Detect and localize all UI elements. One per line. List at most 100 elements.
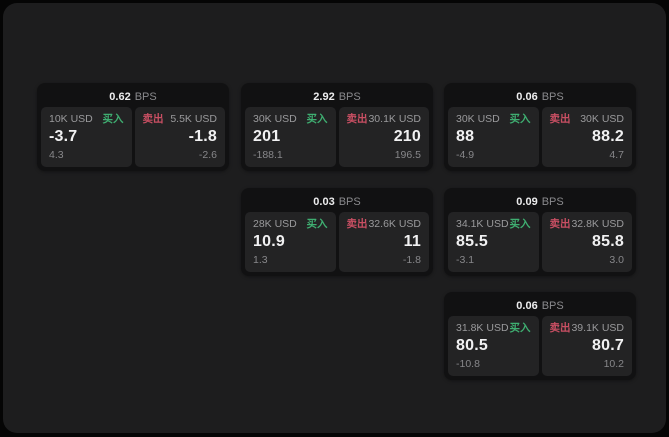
sell-panel-top: 卖出 5.5K USD [143,113,218,125]
sell-price: 11 [403,233,421,250]
buy-price: 201 [253,128,281,145]
buy-amount: 28K USD [253,218,297,230]
card-header: 2.92 BPS [245,87,429,107]
quote-card-1: 0.62 BPS 10K USD 买入 -3.7 4.3 卖出 5.5K USD … [37,83,229,171]
buy-amount: 10K USD [49,113,93,125]
buy-price: -3.7 [49,128,78,145]
sell-side-label: 卖出 [549,218,571,230]
buy-panel[interactable]: 31.8K USD 买入 80.5 -10.8 [448,316,539,376]
buy-panel-top: 30K USD 买入 [253,113,328,125]
quote-card-6: 0.06 BPS 31.8K USD 买入 80.5 -10.8 卖出 39.1K… [444,292,636,380]
buy-panel[interactable]: 28K USD 买入 10.9 1.3 [245,212,336,272]
sell-side-label: 卖出 [549,113,571,125]
bps-value: 0.03 [313,196,335,208]
bps-suffix-label: BPS [338,91,361,103]
sell-delta: -1.8 [402,254,421,266]
sell-price: -1.8 [188,128,217,145]
sell-panel-top: 卖出 32.6K USD [347,218,422,230]
buy-panel-top: 28K USD 买入 [253,218,328,230]
buy-delta: -188.1 [253,149,283,161]
buy-panel-top: 31.8K USD 买入 [456,322,531,334]
quote-card-5: 0.09 BPS 34.1K USD 买入 85.5 -3.1 卖出 32.8K … [444,188,636,276]
buy-price: 85.5 [456,233,488,250]
sell-delta: 4.7 [609,149,624,161]
buy-price: 88 [456,128,475,145]
sell-delta: -2.6 [198,149,217,161]
buy-side-label: 买入 [509,322,531,334]
sell-panel-top: 卖出 30K USD [550,113,625,125]
bps-suffix-label: BPS [541,91,564,103]
panels: 30K USD 买入 201 -188.1 卖出 30.1K USD 210 1… [245,107,429,167]
buy-amount: 30K USD [456,113,500,125]
sell-panel[interactable]: 卖出 30K USD 88.2 4.7 [541,107,632,167]
sell-panel[interactable]: 卖出 32.6K USD 11 -1.8 [338,212,429,272]
bps-suffix-label: BPS [338,196,361,208]
buy-panel-top: 34.1K USD 买入 [456,218,531,230]
sell-delta: 3.0 [609,254,624,266]
buy-panel[interactable]: 30K USD 买入 88 -4.9 [448,107,539,167]
sell-side-label: 卖出 [549,322,571,334]
bps-suffix-label: BPS [134,91,157,103]
buy-amount: 34.1K USD [456,218,509,230]
sell-side-label: 卖出 [346,113,368,125]
bps-value: 2.92 [313,91,335,103]
buy-panel[interactable]: 10K USD 买入 -3.7 4.3 [41,107,132,167]
sell-price: 85.8 [592,233,624,250]
buy-price: 80.5 [456,337,488,354]
sell-panel[interactable]: 卖出 30.1K USD 210 196.5 [338,107,429,167]
buy-panel-top: 30K USD 买入 [456,113,531,125]
sell-panel[interactable]: 卖出 5.5K USD -1.8 -2.6 [134,107,225,167]
buy-amount: 31.8K USD [456,322,509,334]
sell-amount: 5.5K USD [170,113,217,125]
app-window: 0.62 BPS 10K USD 买入 -3.7 4.3 卖出 5.5K USD … [3,3,666,433]
buy-amount: 30K USD [253,113,297,125]
sell-side-label: 卖出 [142,113,164,125]
buy-side-label: 买入 [102,113,124,125]
sell-panel-top: 卖出 39.1K USD [550,322,625,334]
bps-value: 0.06 [516,91,538,103]
buy-price: 10.9 [253,233,285,250]
sell-amount: 30.1K USD [368,113,421,125]
buy-side-label: 买入 [509,113,531,125]
card-header: 0.03 BPS [245,192,429,212]
bps-value: 0.62 [109,91,131,103]
buy-side-label: 买入 [509,218,531,230]
sell-price: 80.7 [592,337,624,354]
panels: 10K USD 买入 -3.7 4.3 卖出 5.5K USD -1.8 -2.… [41,107,225,167]
buy-panel[interactable]: 30K USD 买入 201 -188.1 [245,107,336,167]
sell-amount: 30K USD [580,113,624,125]
sell-delta: 10.2 [603,358,624,370]
buy-side-label: 买入 [306,113,328,125]
sell-panel[interactable]: 卖出 32.8K USD 85.8 3.0 [541,212,632,272]
bps-value: 0.09 [516,196,538,208]
card-header: 0.06 BPS [448,87,632,107]
buy-delta: 1.3 [253,254,268,266]
quote-card-4: 0.03 BPS 28K USD 买入 10.9 1.3 卖出 32.6K USD… [241,188,433,276]
panels: 28K USD 买入 10.9 1.3 卖出 32.6K USD 11 -1.8 [245,212,429,272]
sell-price: 210 [393,128,421,145]
buy-delta: -4.9 [456,149,475,161]
card-header: 0.06 BPS [448,296,632,316]
bps-suffix-label: BPS [541,196,564,208]
sell-amount: 39.1K USD [571,322,624,334]
sell-amount: 32.6K USD [368,218,421,230]
panels: 34.1K USD 买入 85.5 -3.1 卖出 32.8K USD 85.8… [448,212,632,272]
bps-value: 0.06 [516,300,538,312]
sell-amount: 32.8K USD [571,218,624,230]
panels: 30K USD 买入 88 -4.9 卖出 30K USD 88.2 4.7 [448,107,632,167]
sell-price: 88.2 [592,128,624,145]
sell-panel[interactable]: 卖出 39.1K USD 80.7 10.2 [541,316,632,376]
quote-card-3: 0.06 BPS 30K USD 买入 88 -4.9 卖出 30K USD 88… [444,83,636,171]
sell-side-label: 卖出 [346,218,368,230]
sell-panel-top: 卖出 30.1K USD [347,113,422,125]
buy-delta: 4.3 [49,149,64,161]
buy-delta: -10.8 [456,358,480,370]
panels: 31.8K USD 买入 80.5 -10.8 卖出 39.1K USD 80.… [448,316,632,376]
bps-suffix-label: BPS [541,300,564,312]
buy-delta: -3.1 [456,254,475,266]
sell-panel-top: 卖出 32.8K USD [550,218,625,230]
sell-delta: 196.5 [394,149,421,161]
quote-card-2: 2.92 BPS 30K USD 买入 201 -188.1 卖出 30.1K U… [241,83,433,171]
buy-side-label: 买入 [306,218,328,230]
buy-panel[interactable]: 34.1K USD 买入 85.5 -3.1 [448,212,539,272]
